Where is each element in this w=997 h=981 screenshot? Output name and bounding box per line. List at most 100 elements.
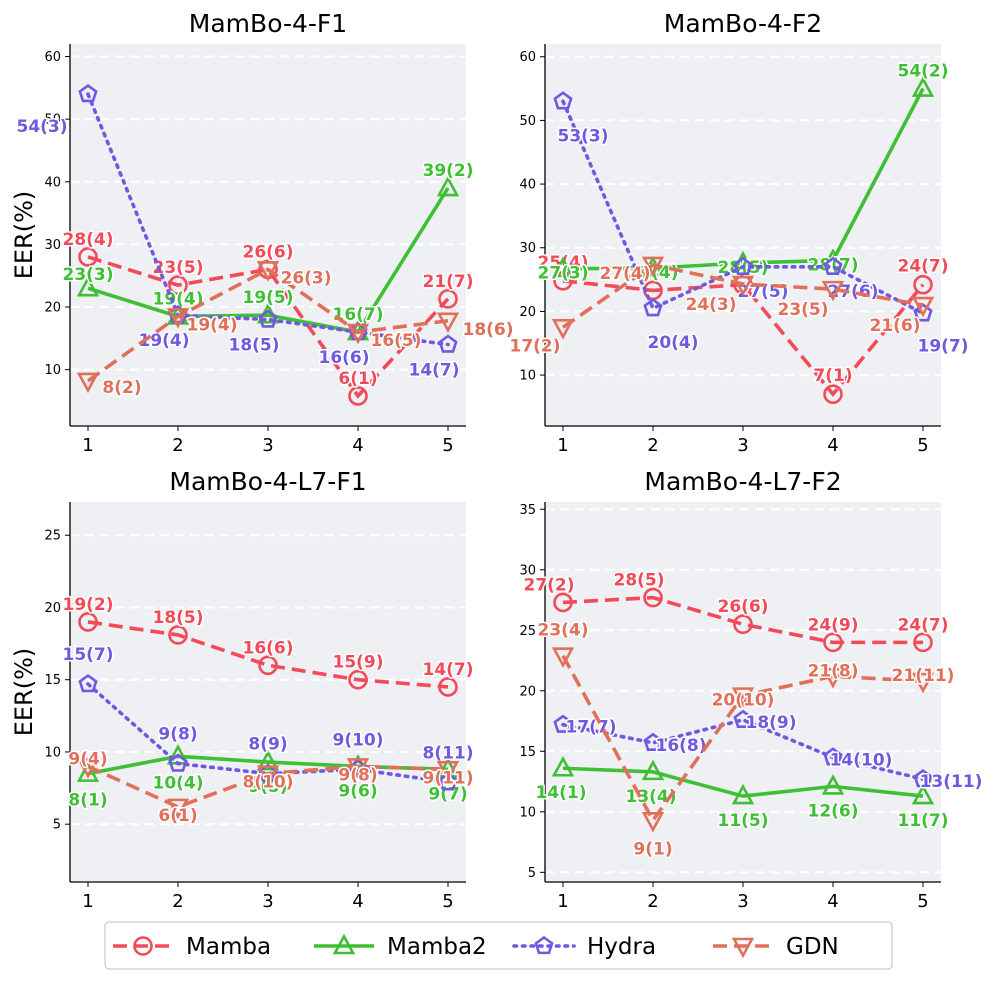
data-point-marker xyxy=(258,309,278,328)
data-point-marker xyxy=(166,308,190,329)
data-label: 21(11) xyxy=(892,666,955,686)
x-tick-label: 2 xyxy=(172,435,183,456)
data-label: 23(5) xyxy=(152,258,203,278)
y-tick-label: 15 xyxy=(44,673,61,688)
x-tick-label: 1 xyxy=(557,891,568,912)
data-label: 19(7) xyxy=(917,336,968,356)
data-label: 14(7) xyxy=(422,660,473,680)
data-point-marker xyxy=(643,587,663,608)
x-tick-label: 1 xyxy=(82,435,93,456)
data-point-marker xyxy=(911,296,935,318)
data-point-marker xyxy=(166,798,190,820)
data-label: 11(5) xyxy=(717,811,768,831)
y-tick-label: 20 xyxy=(44,601,61,616)
data-label: 16(8) xyxy=(655,736,706,756)
y-tick-label: 40 xyxy=(519,178,536,193)
data-point-marker xyxy=(346,323,370,345)
data-point-marker xyxy=(911,76,935,97)
series-line xyxy=(561,262,924,329)
data-point-marker xyxy=(641,256,665,278)
data-label: 16(6) xyxy=(242,638,293,658)
data-point-marker xyxy=(438,334,458,353)
x-tick-label: 3 xyxy=(262,891,273,912)
data-point-marker xyxy=(913,769,933,788)
data-label: 26(3) xyxy=(280,268,331,288)
data-label: 28(7) xyxy=(807,255,858,275)
data-point-marker xyxy=(821,280,845,302)
legend-box xyxy=(104,921,893,970)
data-point-marker xyxy=(78,673,98,693)
legend-entry-hydra: Hydra xyxy=(512,934,656,960)
data-label: 17(2) xyxy=(509,336,560,356)
panel-title: MamBo-4-L7-F2 xyxy=(644,467,841,496)
data-label: 15(7) xyxy=(62,645,113,665)
x-tick-label: 3 xyxy=(262,435,273,456)
data-label: 11(7) xyxy=(897,811,948,831)
data-label: 18(5) xyxy=(152,608,203,628)
data-label: 27(4) xyxy=(599,264,650,284)
data-label: 28(5) xyxy=(613,571,664,591)
data-label: 17(7) xyxy=(565,718,616,738)
data-label: 20(4) xyxy=(647,333,698,353)
legend-label: Mamba xyxy=(186,934,271,960)
series-hydra: 54(3)19(4) 18(5)16(6)14(7) xyxy=(15,83,461,382)
data-point-marker xyxy=(551,319,575,340)
data-label: 14(1) xyxy=(535,783,586,803)
data-label: 20(10) xyxy=(712,691,775,711)
panel-3: 5 10 15 20 25 1 2 3 4 5 MamBo-4-L7-F1 EER(%) 19(2) 18… xyxy=(10,467,475,912)
series-gdn: 9(4) 6(1) 8(10) 9(8) 9(11) xyxy=(67,748,475,827)
x-tick-label: 2 xyxy=(647,891,658,912)
data-point-marker xyxy=(553,592,573,613)
data-point-marker xyxy=(733,709,753,729)
x-tick-label: 4 xyxy=(352,435,363,456)
data-label: 21(7) xyxy=(422,272,473,292)
data-label: 6(1) xyxy=(158,806,197,826)
y-tick-label: 10 xyxy=(519,805,536,820)
data-label: 6(1) xyxy=(338,369,377,389)
data-label: 24(7) xyxy=(897,615,948,635)
data-point-marker xyxy=(913,274,933,295)
data-point-marker xyxy=(348,669,368,690)
legend-marker xyxy=(133,936,153,956)
data-label: 19(5) xyxy=(242,288,293,308)
data-point-marker xyxy=(553,91,573,110)
y-tick-label: 25 xyxy=(519,624,536,639)
x-tick-label: 5 xyxy=(442,435,453,456)
data-label: 18(6) xyxy=(462,320,513,340)
data-point-marker xyxy=(78,612,98,632)
x-tick-label: 3 xyxy=(737,891,748,912)
series-mamba2: 23(3)19(4) 19(5)16(7)39(2) xyxy=(61,160,475,341)
data-point-marker xyxy=(78,247,98,267)
data-label: 53(3) xyxy=(557,126,608,146)
data-label: 15(9) xyxy=(332,653,383,673)
x-tick-label: 1 xyxy=(557,435,568,456)
data-point-marker xyxy=(346,758,370,779)
data-point-marker xyxy=(76,758,100,779)
panel-title: MamBo-4-F2 xyxy=(664,9,822,38)
y-tick-label: 30 xyxy=(519,563,536,578)
series-mamba: 19(2) 18(5) 16(6) 15(9) 14(7) xyxy=(61,593,475,697)
y-tick-label: 20 xyxy=(519,305,536,320)
data-label: 7(1) xyxy=(813,366,852,386)
data-label: 19(4) xyxy=(186,315,237,335)
data-label: 26(6) xyxy=(242,242,293,262)
data-point-marker xyxy=(643,298,663,317)
panel-title: MamBo-4-F1 xyxy=(189,9,347,38)
legend-marker xyxy=(534,935,554,955)
data-label: 8(1) xyxy=(68,791,107,811)
data-label: 19(4) xyxy=(138,331,189,351)
data-point-marker xyxy=(823,747,843,766)
y-axis-label: EER(%) xyxy=(10,191,38,280)
y-tick-label: 5 xyxy=(528,866,536,881)
y-tick-label: 10 xyxy=(44,745,61,760)
data-point-marker xyxy=(731,275,755,297)
y-tick-label: 60 xyxy=(44,50,61,65)
data-label: 12(6) xyxy=(807,801,858,821)
data-point-marker xyxy=(821,774,845,795)
data-label: 21(6) xyxy=(869,316,920,336)
series-line xyxy=(86,267,449,383)
x-tick-label: 4 xyxy=(827,435,838,456)
data-label: 8(9) xyxy=(248,735,287,755)
series-gdn: 23(4) 9(1) 20(10) 21(8) 21(11) xyxy=(536,619,956,861)
